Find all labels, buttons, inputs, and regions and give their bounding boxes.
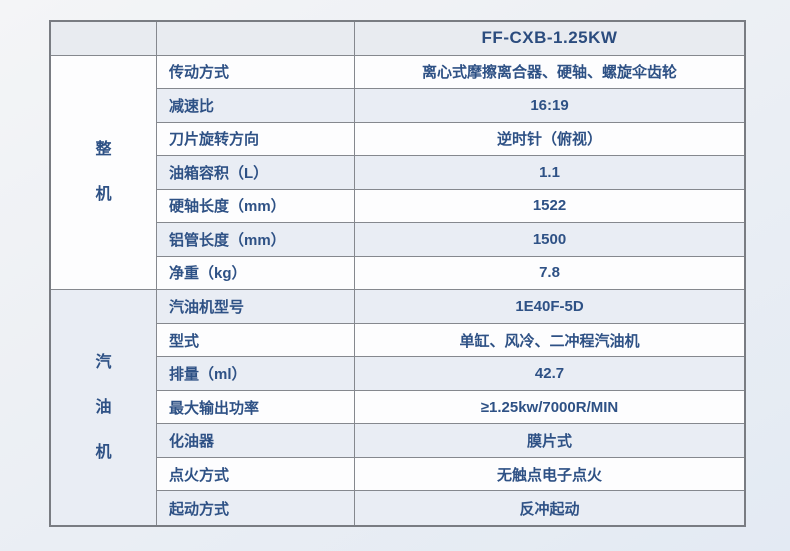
spec-label-displacement: 排量（ml） (157, 357, 355, 391)
spec-label-ignition: 点火方式 (157, 457, 355, 492)
spec-table: FF-CXB-1.25KW 整 机 传动方式 离心式摩擦离合器、硬轴、螺旋伞齿轮… (49, 20, 746, 527)
spec-value-transmission: 离心式摩擦离合器、硬轴、螺旋伞齿轮 (355, 55, 744, 90)
spec-label-blade-rotation: 刀片旋转方向 (157, 122, 355, 157)
spec-label-reduction-ratio: 减速比 (157, 89, 355, 123)
spec-value-displacement: 42.7 (355, 357, 744, 391)
spec-value-blade-rotation: 逆时针（俯视） (355, 122, 744, 157)
spec-value-tank-capacity: 1.1 (355, 156, 744, 190)
spec-label-tank-capacity: 油箱容积（L） (157, 156, 355, 190)
spec-label-starting: 起动方式 (157, 491, 355, 525)
section-label-gasoline-engine: 汽 油 机 (51, 290, 157, 525)
section-title-char: 整 (95, 140, 112, 158)
spec-value-reduction-ratio: 16:19 (355, 89, 744, 123)
spec-label-tube-length: 铝管长度（mm） (157, 223, 355, 257)
spec-label-transmission: 传动方式 (157, 55, 355, 90)
section-title-char: 汽 (95, 353, 112, 371)
spec-label-engine-type: 型式 (157, 323, 355, 358)
spec-label-net-weight: 净重（kg） (157, 256, 355, 291)
spec-value-net-weight: 7.8 (355, 256, 744, 291)
spec-value-engine-type: 单缸、风冷、二冲程汽油机 (355, 323, 744, 358)
model-number: FF-CXB-1.25KW (355, 22, 744, 56)
spec-label-engine-model: 汽油机型号 (157, 290, 355, 324)
spec-value-carburetor: 膜片式 (355, 424, 744, 458)
section-title-char: 机 (95, 443, 112, 461)
header-empty-cell-2 (157, 22, 355, 56)
spec-value-starting: 反冲起动 (355, 491, 744, 525)
spec-label-max-output: 最大输出功率 (157, 390, 355, 425)
spec-label-carburetor: 化油器 (157, 424, 355, 458)
spec-value-tube-length: 1500 (355, 223, 744, 257)
section-title-char: 油 (95, 398, 112, 416)
spec-label-shaft-length: 硬轴长度（mm） (157, 189, 355, 224)
section-label-whole-machine: 整 机 (51, 55, 157, 291)
spec-value-engine-model: 1E40F-5D (355, 290, 744, 324)
section-title-char: 机 (95, 185, 112, 203)
header-empty-cell-1 (51, 22, 157, 56)
spec-value-max-output: ≥1.25kw/7000R/MIN (355, 390, 744, 425)
spec-value-ignition: 无触点电子点火 (355, 457, 744, 492)
spec-value-shaft-length: 1522 (355, 189, 744, 224)
